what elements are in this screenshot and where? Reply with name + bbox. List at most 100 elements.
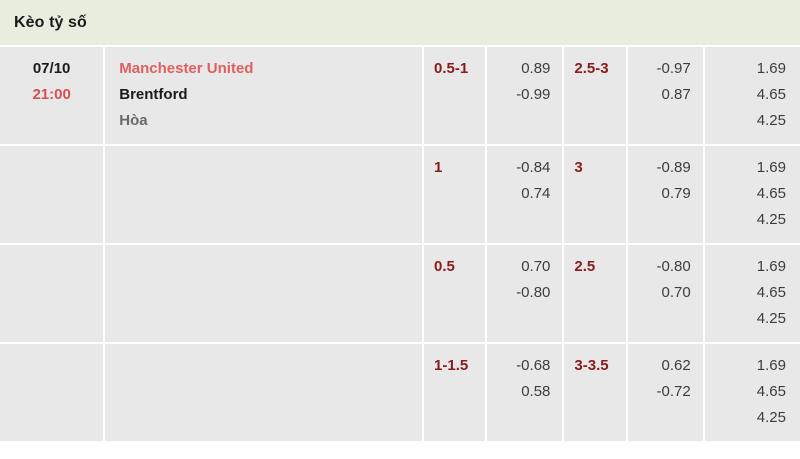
odds-2-spacer <box>628 306 691 332</box>
handicap-1-cell[interactable]: 1 <box>423 144 488 245</box>
home-team-name <box>119 155 422 181</box>
result-odds-home: 1.69 <box>756 159 786 176</box>
away-team-name: Brentford <box>119 86 188 103</box>
result-odds-cell[interactable]: 1.69 4.65 4.25 <box>703 144 800 245</box>
away-team-name <box>119 379 422 405</box>
odds-1-under: -0.80 <box>516 284 551 301</box>
odds-1-cell[interactable]: -0.84 0.74 <box>486 144 565 245</box>
odds-1-under: 0.74 <box>521 185 551 202</box>
handicap-1-cell[interactable]: 0.5 <box>423 243 488 344</box>
handicap-2-cell[interactable]: 2.5 <box>563 243 628 344</box>
handicap-2-value: 2.5-3 <box>574 60 609 77</box>
handicap-1-spacer-1 <box>434 379 485 405</box>
handicap-1-value: 0.5-1 <box>434 60 469 77</box>
handicap-1-spacer-1 <box>434 280 485 306</box>
draw-label <box>119 405 422 431</box>
odds-2-cell[interactable]: -0.97 0.87 <box>626 45 705 146</box>
odds-1-over: 0.70 <box>521 258 551 275</box>
handicap-2-cell[interactable]: 3 <box>563 144 628 245</box>
odds-2-cell[interactable]: -0.89 0.79 <box>626 144 705 245</box>
result-odds-draw: 4.25 <box>756 310 786 327</box>
home-team-name: Manchester United <box>119 60 254 77</box>
teams-cell <box>104 243 425 344</box>
table-row[interactable]: 1 -0.84 0.74 3 <box>0 144 800 245</box>
odds-2-spacer <box>628 108 691 134</box>
handicap-2-spacer-2 <box>574 207 625 233</box>
odds-2-cell[interactable]: 0.62 -0.72 <box>626 342 705 443</box>
date-spacer <box>0 306 103 332</box>
result-odds-home: 1.69 <box>756 258 786 275</box>
handicap-2-spacer-1 <box>574 379 625 405</box>
handicap-2-spacer-1 <box>574 280 625 306</box>
match-time <box>0 379 103 405</box>
table-row[interactable]: 1-1.5 -0.68 0.58 3-3.5 <box>0 342 800 443</box>
result-odds-draw: 4.25 <box>756 112 786 129</box>
result-odds-away: 4.65 <box>756 284 786 301</box>
odds-2-cell[interactable]: -0.80 0.70 <box>626 243 705 344</box>
handicap-2-value: 3-3.5 <box>574 357 609 374</box>
result-odds-home: 1.69 <box>756 357 786 374</box>
handicap-1-value: 1-1.5 <box>434 357 469 374</box>
handicap-1-spacer-2 <box>434 207 485 233</box>
match-time <box>0 181 103 207</box>
teams-cell <box>104 342 425 443</box>
draw-label <box>119 207 422 233</box>
handicap-1-spacer-2 <box>434 405 485 431</box>
odds-1-spacer <box>487 405 550 431</box>
odds-2-under: 0.87 <box>661 86 691 103</box>
result-odds-home: 1.69 <box>756 60 786 77</box>
handicap-2-spacer-2 <box>574 405 625 431</box>
result-odds-cell[interactable]: 1.69 4.65 4.25 <box>703 342 800 443</box>
result-odds-away: 4.65 <box>756 86 786 103</box>
odds-2-under: -0.72 <box>656 383 691 400</box>
handicap-1-spacer-1 <box>434 181 485 207</box>
odds-2-spacer <box>628 207 691 233</box>
home-team-name <box>119 254 422 280</box>
match-time: 21:00 <box>32 86 71 103</box>
handicap-2-spacer-2 <box>574 108 625 134</box>
handicap-2-spacer-2 <box>574 306 625 332</box>
handicap-2-cell[interactable]: 2.5-3 <box>563 45 628 146</box>
odds-2-under: 0.79 <box>661 185 691 202</box>
date-cell <box>0 342 106 443</box>
odds-1-over: -0.68 <box>516 357 551 374</box>
draw-label: Hòa <box>119 112 148 129</box>
handicap-2-spacer-1 <box>574 181 625 207</box>
handicap-2-value: 3 <box>574 159 583 176</box>
handicap-1-value: 1 <box>434 159 443 176</box>
table-row[interactable]: 07/10 21:00 Manchester United Brentford … <box>0 45 800 146</box>
odds-1-cell[interactable]: 0.89 -0.99 <box>486 45 565 146</box>
page-header: Kèo tỷ số <box>0 0 800 45</box>
date-cell: 07/10 21:00 <box>0 45 106 146</box>
date-cell <box>0 144 106 245</box>
handicap-1-spacer-2 <box>434 108 485 134</box>
odds-1-cell[interactable]: 0.70 -0.80 <box>486 243 565 344</box>
date-spacer <box>0 108 103 134</box>
odds-1-under: -0.99 <box>516 86 551 103</box>
handicap-2-cell[interactable]: 3-3.5 <box>563 342 628 443</box>
result-odds-cell[interactable]: 1.69 4.65 4.25 <box>703 243 800 344</box>
odds-2-over: -0.97 <box>656 60 691 77</box>
odds-1-spacer <box>487 108 550 134</box>
result-odds-draw: 4.25 <box>756 409 786 426</box>
handicap-1-spacer-2 <box>434 306 485 332</box>
table-row[interactable]: 0.5 0.70 -0.80 2.5 <box>0 243 800 344</box>
odds-1-over: 0.89 <box>521 60 551 77</box>
handicap-1-spacer-1 <box>434 82 485 108</box>
match-date <box>0 353 103 379</box>
result-odds-away: 4.65 <box>756 185 786 202</box>
odds-2-over: -0.89 <box>656 159 691 176</box>
teams-cell: Manchester United Brentford Hòa <box>104 45 425 146</box>
bottom-divider <box>0 443 800 449</box>
date-cell <box>0 243 106 344</box>
handicap-1-cell[interactable]: 1-1.5 <box>423 342 488 443</box>
odds-2-spacer <box>628 405 691 431</box>
match-date: 07/10 <box>32 60 71 77</box>
match-date <box>0 155 103 181</box>
odds-2-under: 0.70 <box>661 284 691 301</box>
odds-1-cell[interactable]: -0.68 0.58 <box>486 342 565 443</box>
handicap-1-cell[interactable]: 0.5-1 <box>423 45 488 146</box>
result-odds-cell[interactable]: 1.69 4.65 4.25 <box>703 45 800 146</box>
home-team-name <box>119 353 422 379</box>
